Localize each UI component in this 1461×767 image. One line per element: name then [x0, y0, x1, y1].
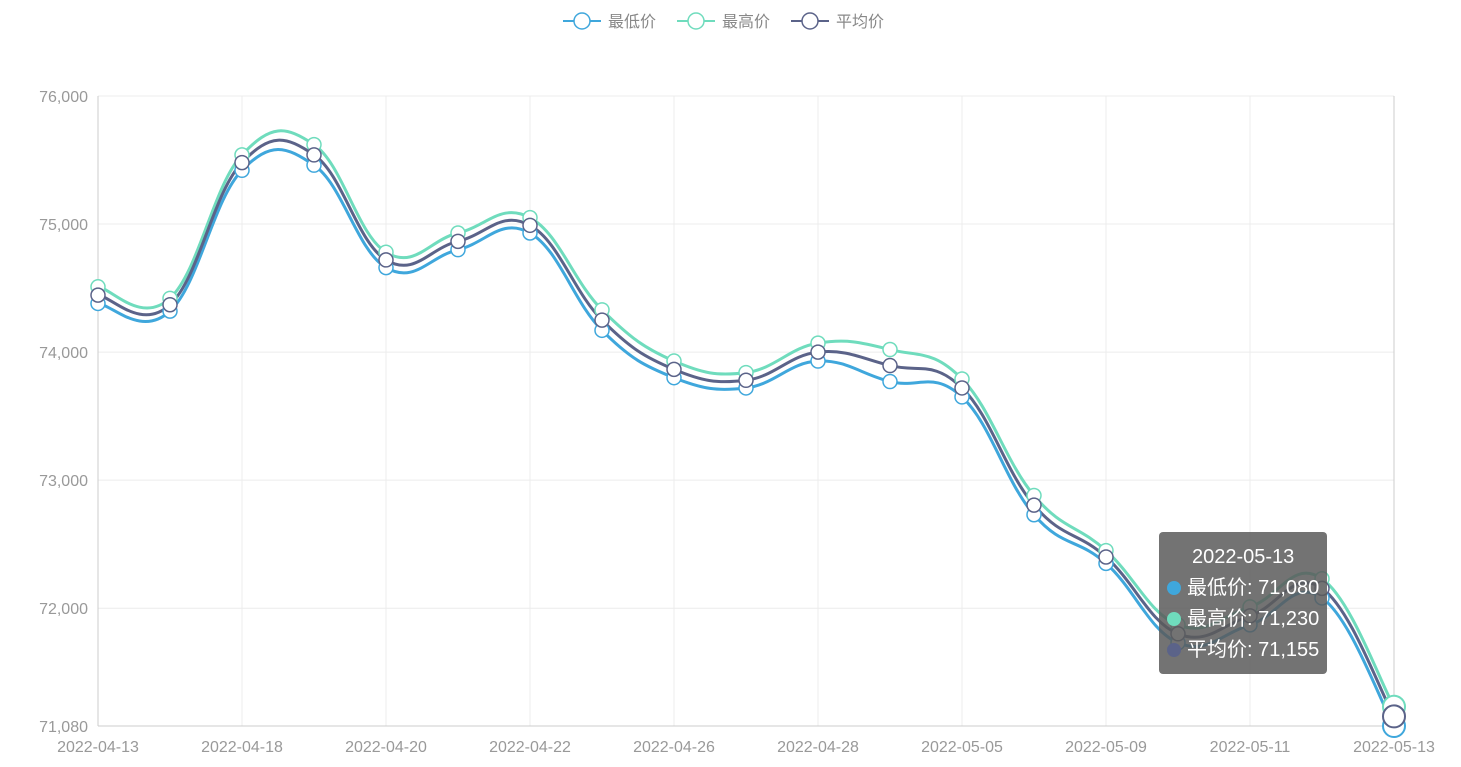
data-point[interactable] [522, 217, 538, 234]
data-point[interactable] [378, 252, 394, 268]
tooltip-row-max: 最高价: 71,230 [1167, 604, 1319, 635]
tooltip-row-avg: 平均价: 71,155 [1167, 635, 1319, 666]
axes: 76,000 75,000 74,000 73,000 72,000 71,080 2022… [39, 89, 1435, 756]
x-tick-label: 2022-04-20 [345, 739, 427, 756]
legend-label: 最低价 [608, 13, 656, 31]
tooltip-row-label: 最低价: 71,080 [1187, 577, 1320, 599]
x-tick-label: 2022-05-11 [1210, 739, 1291, 756]
data-point[interactable] [882, 357, 898, 374]
data-point[interactable] [738, 372, 754, 389]
legend-item-2[interactable]: 平均价 [791, 12, 884, 31]
x-tick-label: 2022-04-13 [57, 739, 139, 756]
legend-label: 平均价 [836, 13, 884, 31]
x-tick-label: 2022-04-26 [633, 739, 715, 756]
legend-marker [687, 12, 705, 30]
legend-label: 最高价 [722, 13, 770, 31]
data-point[interactable] [666, 361, 682, 378]
data-point[interactable] [1382, 704, 1406, 729]
x-tick-label: 2022-05-05 [921, 739, 1003, 756]
series-color-dot [1167, 581, 1181, 595]
legend-marker [801, 12, 819, 30]
x-tick-label: 2022-05-09 [1065, 739, 1147, 756]
x-tick-label: 2022-04-28 [777, 739, 859, 756]
y-tick-label: 74,000 [39, 345, 88, 362]
data-point[interactable] [306, 147, 322, 163]
x-tick-label: 2022-04-22 [489, 739, 571, 756]
legend-item-0[interactable]: 最低价 [563, 12, 656, 31]
data-point[interactable] [450, 233, 466, 250]
data-point[interactable] [954, 380, 970, 396]
data-point[interactable] [810, 344, 826, 360]
tooltip-row-label: 最高价: 71,230 [1187, 608, 1320, 630]
tooltip-row-label: 平均价: 71,155 [1187, 639, 1320, 661]
data-point[interactable] [162, 296, 178, 313]
tooltip-row-min: 最低价: 71,080 [1167, 573, 1319, 604]
data-point[interactable] [882, 373, 898, 390]
y-tick-label: 71,080 [39, 719, 88, 736]
data-point[interactable] [1098, 549, 1114, 565]
data-point[interactable] [234, 154, 250, 171]
data-point[interactable] [594, 312, 610, 328]
data-point[interactable] [90, 287, 106, 303]
data-point[interactable] [882, 341, 898, 358]
legend[interactable]: 最低价 最高价 平均价 [563, 12, 884, 31]
data-point[interactable] [1026, 497, 1042, 513]
x-tick-label: 2022-05-13 [1353, 739, 1435, 756]
series-color-dot [1167, 643, 1181, 657]
y-tick-label: 73,000 [39, 473, 88, 490]
legend-item-1[interactable]: 最高价 [677, 12, 770, 31]
y-tick-label: 72,000 [39, 601, 88, 618]
y-tick-label: 76,000 [39, 89, 88, 106]
y-tick-label: 75,000 [39, 217, 88, 234]
x-tick-label: 2022-04-18 [201, 739, 283, 756]
series-color-dot [1167, 612, 1181, 626]
chart-tooltip: 2022-05-13 最低价: 71,080 最高价: 71,230 平均价: … [1159, 532, 1328, 674]
tooltip-title: 2022-05-13 [1191, 546, 1295, 568]
legend-marker [573, 12, 591, 30]
